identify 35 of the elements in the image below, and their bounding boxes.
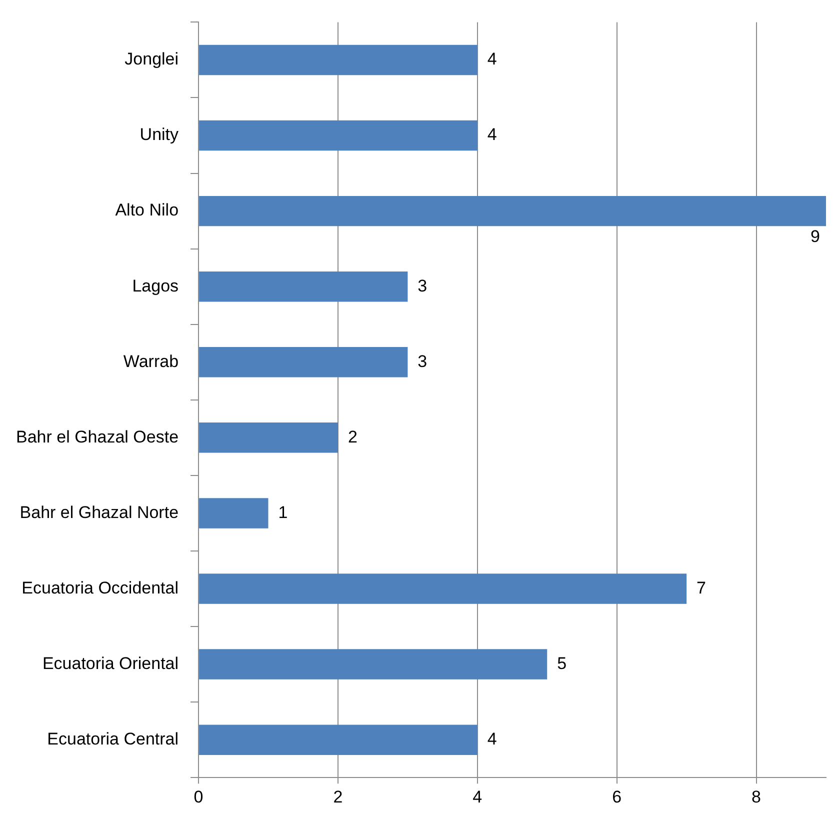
x-tick-label: 6 — [612, 787, 622, 806]
data-label: 7 — [696, 578, 706, 598]
data-label: 3 — [418, 352, 428, 371]
y-tick-label: Ecuatoria Occidental — [22, 578, 179, 598]
bar — [199, 498, 268, 528]
y-tick-label: Warrab — [123, 352, 179, 371]
y-tick-label: Lagos — [132, 276, 179, 296]
y-tick-label: Bahr el Ghazal Norte — [20, 502, 179, 522]
data-label: 2 — [348, 427, 358, 446]
data-label: 1 — [278, 502, 288, 522]
bar — [199, 347, 408, 378]
bar — [199, 574, 687, 604]
bar — [199, 196, 826, 226]
data-label: 4 — [487, 50, 497, 69]
x-tick-label: 0 — [194, 787, 204, 806]
data-label: 4 — [487, 125, 497, 144]
y-tick-label: Ecuatoria Central — [47, 730, 179, 749]
data-label: 4 — [487, 730, 497, 749]
bar — [199, 120, 478, 151]
y-tick-label: Bahr el Ghazal Oeste — [16, 427, 179, 446]
x-tick-label: 8 — [752, 787, 762, 806]
bar — [199, 422, 338, 453]
y-tick-label: Alto Nilo — [115, 200, 179, 220]
y-tick-label: Jonglei — [124, 50, 179, 69]
x-tick-label: 2 — [333, 787, 343, 806]
bar — [199, 724, 478, 755]
x-tick-label: 4 — [472, 787, 482, 806]
y-tick-label: Ecuatoria Oriental — [42, 654, 179, 673]
data-label: 5 — [557, 654, 567, 673]
data-label: 9 — [810, 226, 820, 246]
y-tick-label: Unity — [140, 125, 180, 144]
data-label: 3 — [418, 276, 428, 296]
bar — [199, 649, 548, 680]
bar — [199, 271, 408, 302]
bar — [199, 44, 478, 76]
